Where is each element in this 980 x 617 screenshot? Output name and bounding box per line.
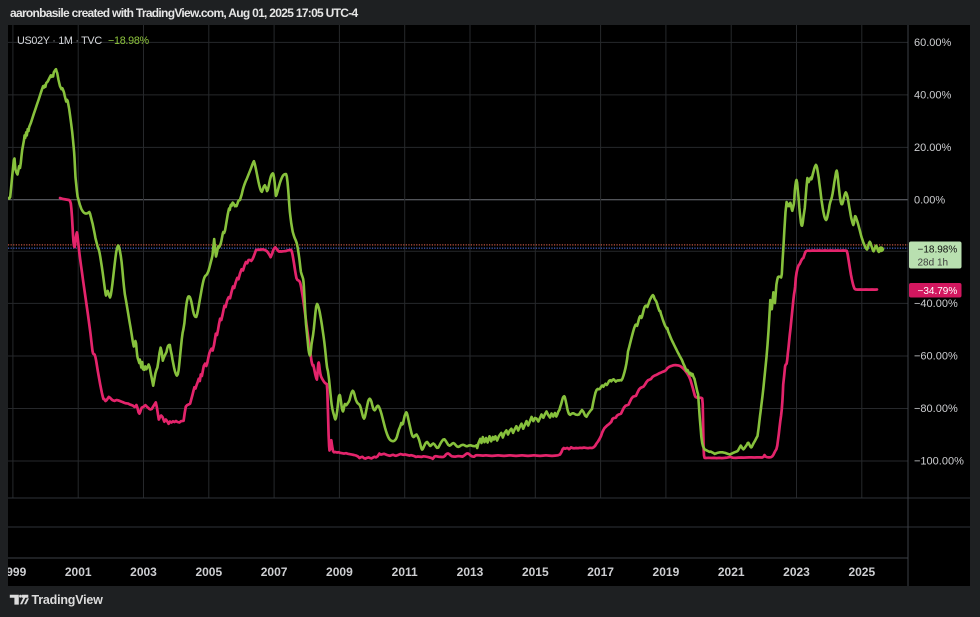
svg-text:2005: 2005 [195, 565, 222, 579]
svg-text:US02Y · 1M · TVC: US02Y · 1M · TVC [17, 35, 102, 47]
svg-text:TradingView: TradingView [32, 593, 104, 607]
svg-text:20.00%: 20.00% [914, 142, 952, 154]
svg-text:−40.00%: −40.00% [914, 298, 958, 310]
svg-text:2007: 2007 [261, 565, 288, 579]
svg-text:2011: 2011 [392, 565, 418, 579]
svg-text:2013: 2013 [457, 565, 484, 579]
svg-text:2019: 2019 [653, 565, 680, 579]
svg-text:2009: 2009 [326, 565, 353, 579]
svg-text:−18.98%: −18.98% [108, 35, 150, 47]
svg-text:−18.98%: −18.98% [918, 245, 958, 256]
svg-text:2025: 2025 [848, 565, 875, 579]
svg-text:0.00%: 0.00% [914, 194, 945, 206]
svg-text:−100.00%: −100.00% [914, 456, 964, 468]
svg-text:2017: 2017 [587, 565, 614, 579]
svg-text:−34.79%: −34.79% [918, 286, 958, 297]
svg-text:60.00%: 60.00% [914, 37, 952, 49]
svg-text:−80.00%: −80.00% [914, 403, 958, 415]
svg-text:28d 1h: 28d 1h [918, 258, 949, 269]
svg-text:40.00%: 40.00% [914, 89, 952, 101]
svg-text:2015: 2015 [522, 565, 549, 579]
svg-text:2021: 2021 [718, 565, 745, 579]
svg-text:−60.00%: −60.00% [914, 351, 958, 363]
svg-text:2003: 2003 [130, 565, 157, 579]
svg-text:2001: 2001 [65, 565, 92, 579]
svg-text:1999: 1999 [8, 565, 27, 579]
svg-text:2023: 2023 [783, 565, 810, 579]
